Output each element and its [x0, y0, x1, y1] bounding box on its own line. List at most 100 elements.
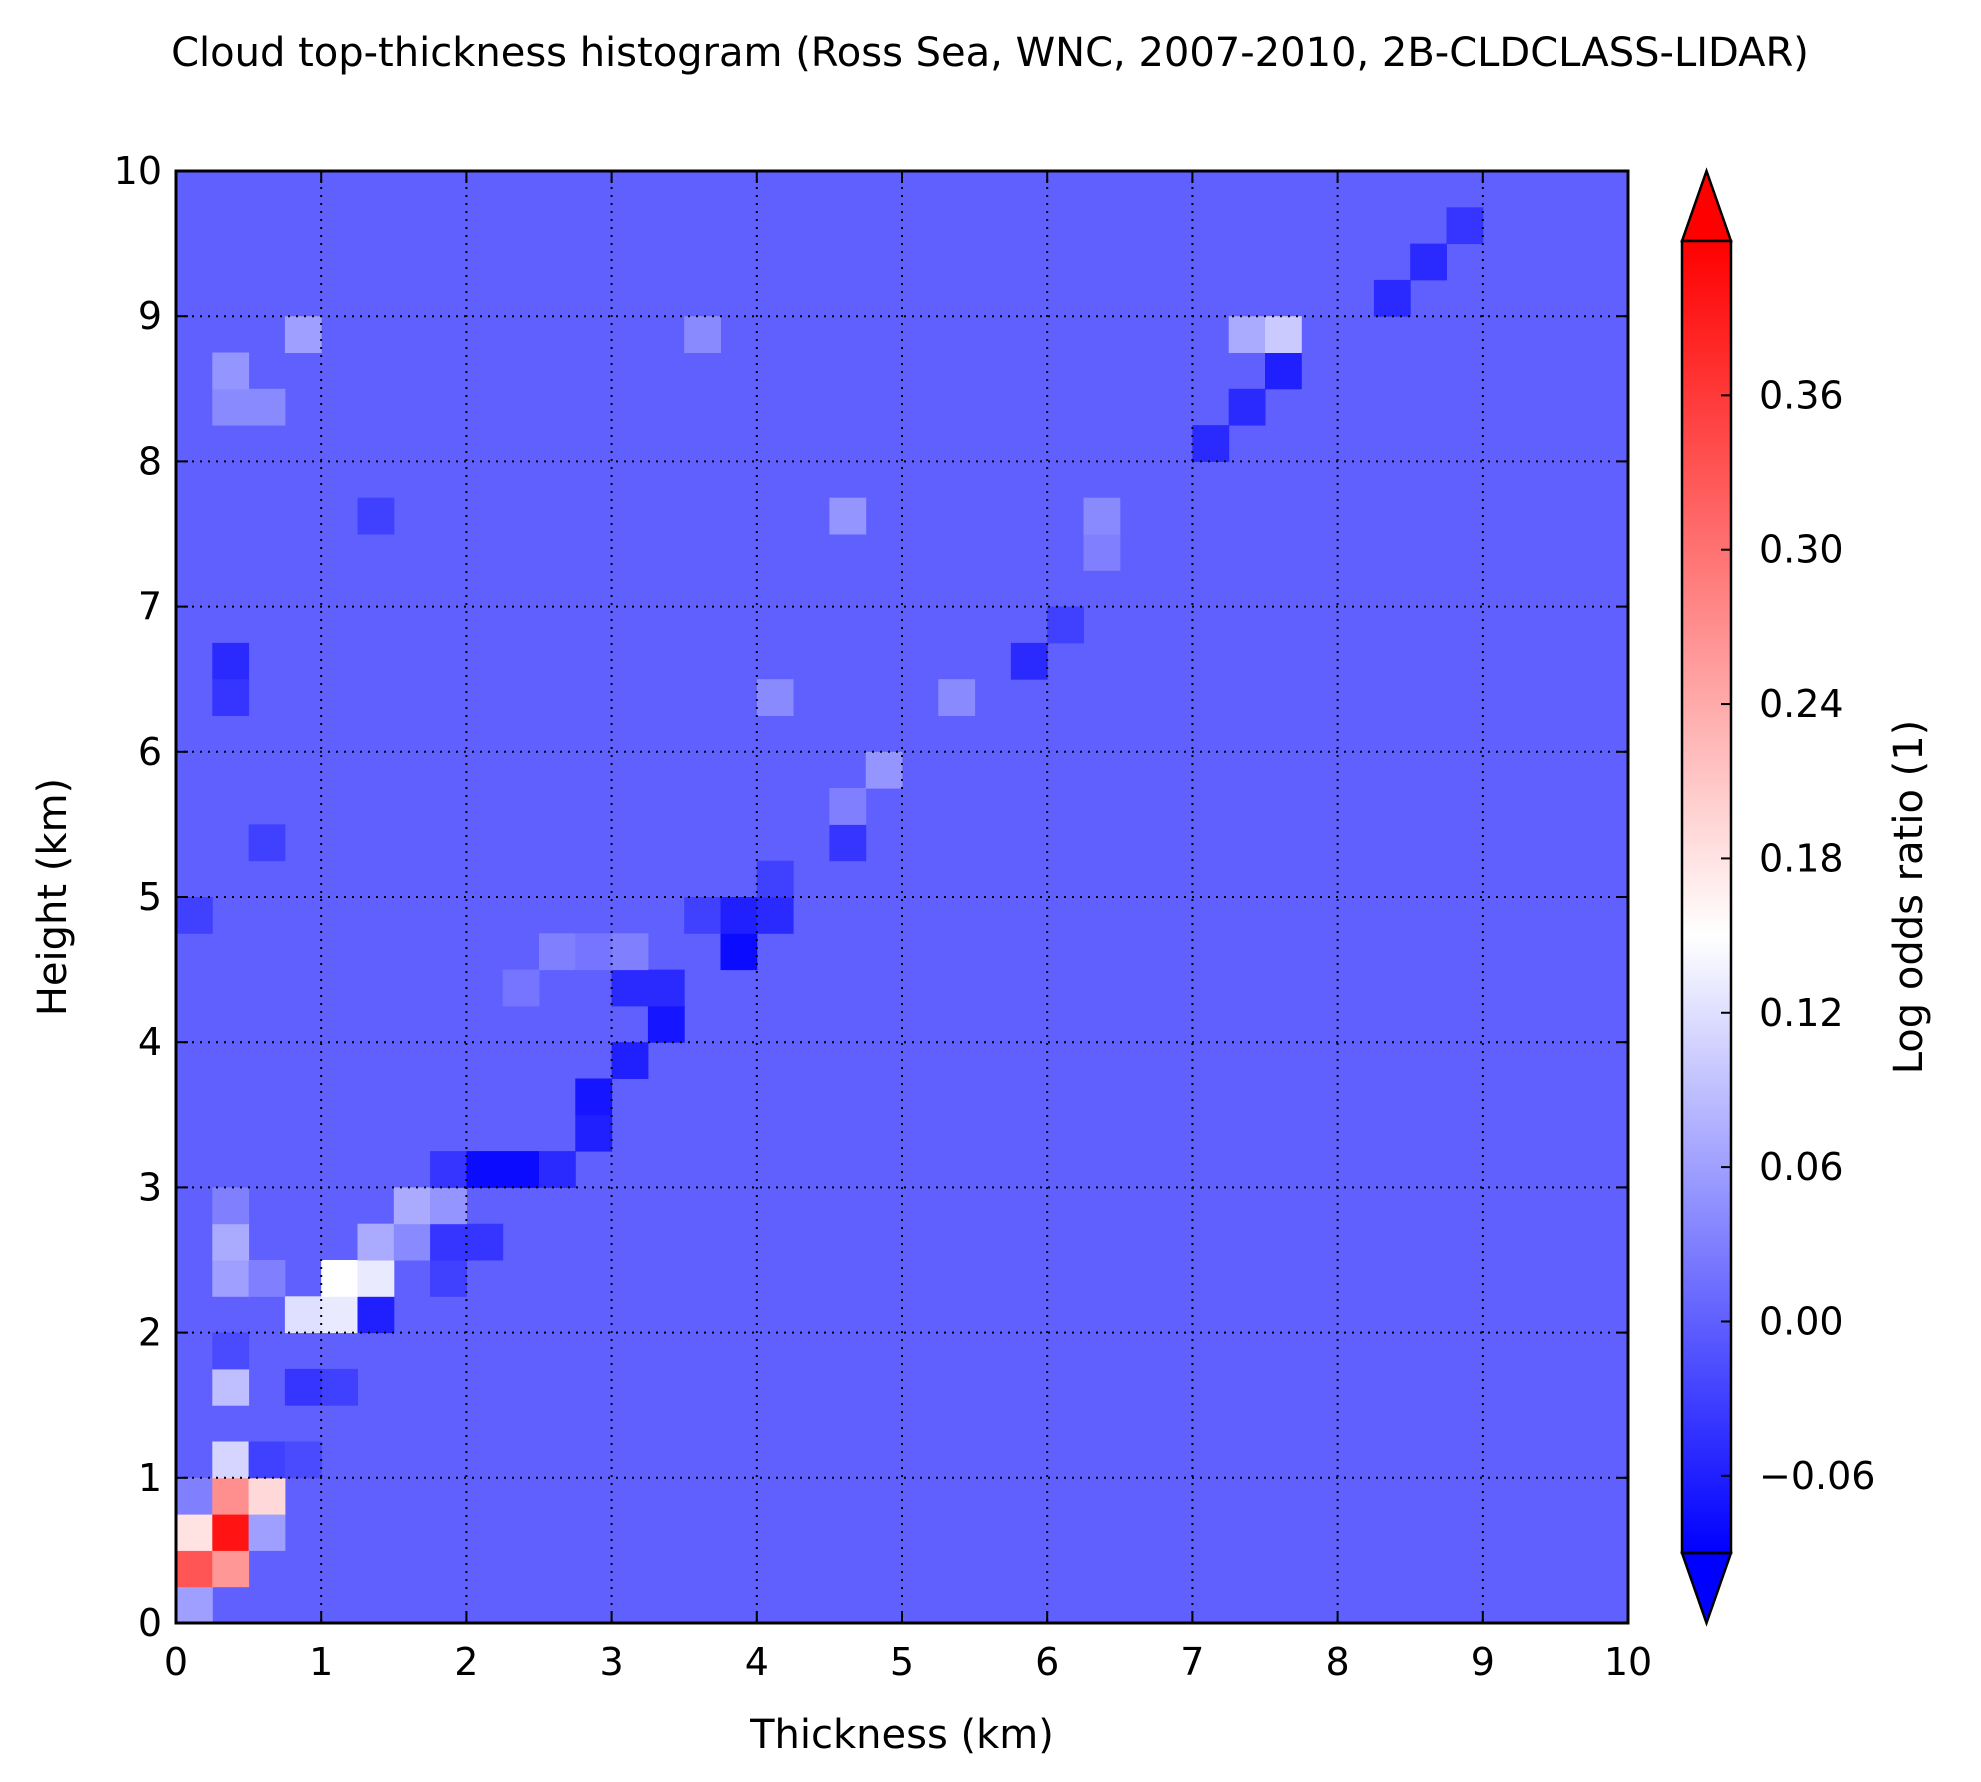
heatmap-cell: [647, 1005, 685, 1043]
y-axis-ticks: 0 1 2 3 4 5 6 7 8 9 10: [114, 149, 1628, 1645]
heatmap-cell: [430, 1187, 467, 1225]
heatmap-cell: [1083, 534, 1121, 571]
heatmap-cell: [684, 897, 721, 934]
heatmap-cell: [321, 1368, 358, 1406]
y-tick-label: 6: [138, 730, 162, 774]
heatmap-cell: [212, 1477, 250, 1515]
heatmap-cell: [611, 933, 649, 971]
heatmap-cell: [430, 1223, 467, 1261]
x-tick-label: 6: [1035, 1640, 1059, 1684]
heatmap-cell: [756, 897, 794, 934]
heatmap-cell: [575, 1114, 613, 1152]
heatmap-cell: [176, 1477, 213, 1515]
heatmap-cell: [357, 1223, 395, 1261]
heatmap-cells: [176, 207, 1484, 1624]
heatmap-cell: [212, 642, 250, 680]
heatmap-cell: [212, 679, 250, 716]
heatmap-cell: [1410, 243, 1447, 281]
heatmap-cell: [176, 1514, 213, 1551]
colorbar-title: Log odds ratio (1): [1886, 720, 1932, 1075]
y-tick-label: 2: [138, 1311, 162, 1355]
colorbar-tick-label: 0.06: [1759, 1145, 1844, 1189]
x-tick-label: 1: [309, 1640, 333, 1684]
y-tick-label: 0: [138, 1601, 162, 1645]
heatmap-cell: [284, 316, 322, 353]
heatmap-cell: [1265, 316, 1302, 353]
colorbar-tick-label: −0.06: [1759, 1454, 1875, 1498]
heatmap-cell: [1373, 279, 1411, 317]
heatmap-cell: [466, 1151, 504, 1188]
heatmap-cell: [466, 1223, 504, 1261]
heatmap-cell: [1192, 425, 1230, 462]
chart-title: Cloud top-thickness histogram (Ross Sea,…: [171, 30, 1809, 76]
colorbar-tick-label: 0.00: [1759, 1299, 1844, 1343]
colorbar-tick-label: 0.12: [1759, 991, 1844, 1035]
heatmap-cell: [248, 1514, 286, 1551]
x-axis-title: Thickness (km): [749, 1712, 1054, 1758]
x-tick-label: 10: [1604, 1640, 1652, 1684]
heatmap-cell: [212, 388, 250, 426]
colorbar-tick-label: 0.36: [1759, 373, 1844, 417]
y-tick-label: 4: [138, 1020, 162, 1064]
x-tick-label: 0: [164, 1640, 188, 1684]
colorbar-extend-low: [1680, 1551, 1733, 1627]
heatmap-cell: [176, 1550, 213, 1588]
colorbar-ticks: −0.06 0.00 0.06 0.12 0.18 0.24 0.30 0.36: [1721, 373, 1875, 1498]
heatmap-cell: [1265, 352, 1302, 390]
heatmap-cell: [720, 933, 758, 971]
heatmap-cell: [176, 1586, 213, 1624]
heatmap-cell: [575, 1078, 613, 1116]
heatmap-cell: [1010, 642, 1048, 680]
y-tick-label: 5: [138, 875, 162, 919]
x-tick-label: 5: [890, 1640, 914, 1684]
y-tick-label: 8: [138, 439, 162, 483]
heatmap-cell: [756, 860, 794, 898]
heatmap-cell: [684, 316, 721, 353]
colorbar-tick-label: 0.24: [1759, 682, 1844, 726]
heatmap-cell: [720, 897, 758, 934]
heatmap-cell: [1083, 497, 1121, 535]
heatmap-cell: [212, 1260, 250, 1297]
heatmap-cell: [357, 1296, 395, 1334]
heatmap-cell: [1047, 606, 1084, 644]
heatmap-cell: [248, 1260, 286, 1297]
heatmap-cell: [575, 933, 613, 971]
heatmap-cell: [829, 497, 867, 535]
y-tick-label: 10: [114, 149, 162, 193]
heatmap-cell: [1446, 207, 1484, 245]
heatmap-cell: [430, 1260, 467, 1297]
heatmap-cell: [357, 497, 395, 535]
heatmap-cell: [212, 352, 250, 390]
heatmap-cell: [212, 1514, 250, 1551]
colorbar-tick-label: 0.30: [1759, 528, 1844, 572]
heatmap-cell: [321, 1296, 358, 1334]
heatmap-cell: [357, 1260, 395, 1297]
y-tick-label: 9: [138, 294, 162, 338]
heatmap-cell: [611, 969, 649, 1007]
heatmap-cell: [539, 1151, 576, 1188]
x-tick-label: 7: [1180, 1640, 1204, 1684]
heatmap-cell: [502, 969, 540, 1007]
heatmap-cell: [284, 1441, 322, 1479]
gridlines: [176, 171, 1628, 1623]
x-tick-label: 2: [454, 1640, 478, 1684]
heatmap-cell: [393, 1187, 431, 1225]
heatmap-cell: [321, 1260, 358, 1297]
heatmap-cell: [393, 1223, 431, 1261]
heatmap-cell: [176, 897, 213, 934]
heatmap-cell: [248, 824, 286, 862]
colorbar-tick-label: 0.18: [1759, 836, 1844, 880]
heatmap-cell: [1228, 388, 1266, 426]
heatmap-cell: [212, 1368, 250, 1406]
y-tick-label: 3: [138, 1165, 162, 1209]
heatmap-cell: [829, 824, 867, 862]
x-axis-ticks: 0 1 2 3 4 5 6 7 8 9 10: [164, 171, 1652, 1684]
heatmap-cell: [611, 1042, 649, 1079]
heatmap-cell: [248, 388, 286, 426]
heatmap-cell: [539, 933, 576, 971]
heatmap-cell: [502, 1151, 540, 1188]
x-tick-label: 4: [745, 1640, 769, 1684]
y-tick-label: 7: [138, 585, 162, 629]
heatmap-cell: [647, 969, 685, 1007]
